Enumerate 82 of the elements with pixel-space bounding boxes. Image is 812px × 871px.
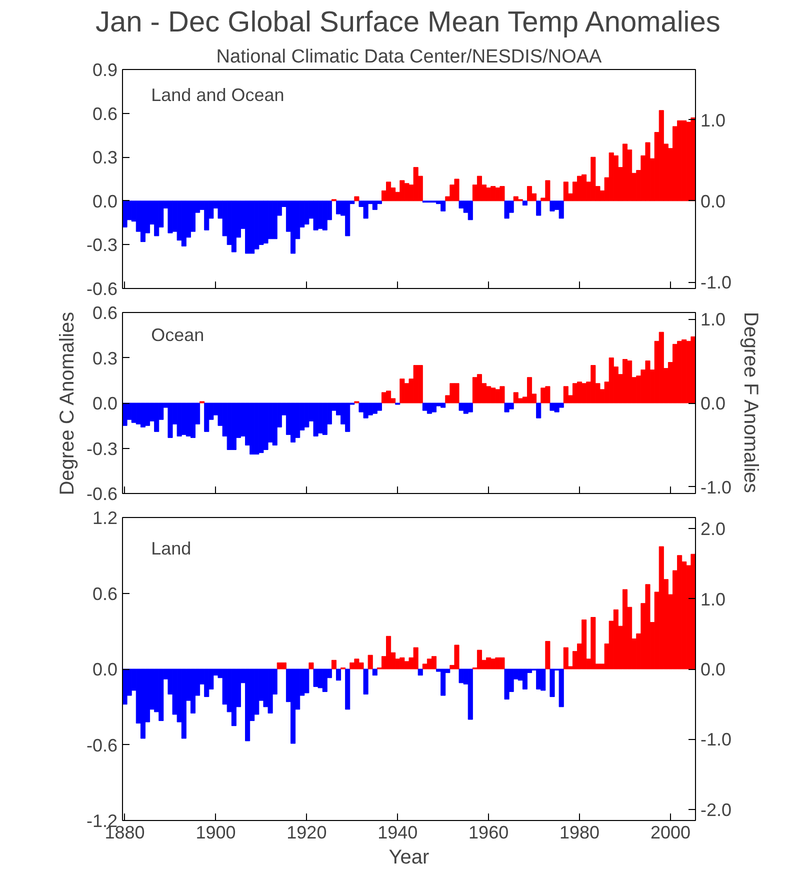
y-tick-label: 0.6 — [92, 303, 118, 323]
bar — [345, 668, 350, 710]
bar — [526, 377, 532, 404]
bar — [613, 609, 618, 670]
y2-axis-title: Degree F Anomalies — [740, 312, 762, 494]
annotation: Land and Ocean — [151, 84, 284, 105]
bar — [190, 668, 196, 714]
bar — [563, 386, 568, 404]
y-tick-label: -0.6 — [86, 735, 118, 756]
bar — [622, 589, 628, 670]
y-axis-title: Degree C Anomalies — [56, 312, 78, 496]
y-tick-label: 0.3 — [92, 148, 118, 168]
x-tick-label: 1940 — [378, 822, 418, 842]
bar — [550, 200, 555, 212]
bar — [563, 647, 568, 670]
chart-title: Jan - Dec Global Surface Mean Temp Anomalies — [95, 6, 720, 38]
bar — [431, 402, 437, 412]
y2-tick-label: 1.0 — [700, 589, 726, 610]
y2-tick-label: 1.0 — [700, 110, 726, 130]
chart-subtitle: National Climatic Data Center/NESDIS/NOAA — [216, 46, 602, 68]
bar — [354, 196, 360, 202]
x-tick-label: 1960 — [468, 822, 509, 842]
bar — [563, 182, 568, 202]
annotation: Land — [151, 538, 192, 559]
bar — [536, 402, 542, 418]
y-tick-label: 0.9 — [92, 60, 118, 80]
y-tick-label: 0.3 — [92, 348, 118, 368]
bar — [536, 200, 542, 216]
y2-tick-label: -1.0 — [700, 730, 732, 750]
bar — [476, 650, 482, 670]
bar — [622, 359, 628, 404]
y2-tick-label: 0.0 — [700, 660, 726, 680]
bar — [372, 668, 378, 676]
bar — [363, 668, 368, 694]
bar — [368, 654, 373, 670]
y2-tick-label: 2.0 — [700, 519, 726, 540]
bar — [313, 668, 318, 687]
y-tick-label: -0.6 — [86, 279, 118, 299]
y2-tick-label: -1.0 — [700, 272, 732, 293]
y-tick-label: 0.0 — [92, 394, 118, 414]
x-tick-label: 2000 — [650, 822, 691, 842]
bar — [526, 186, 532, 202]
x-tick-label: 1980 — [560, 822, 600, 842]
bar — [418, 668, 423, 676]
y2-tick-label: 1.0 — [700, 310, 726, 330]
y-tick-label: 0.0 — [92, 660, 118, 680]
y-tick-label: 0.6 — [92, 104, 118, 124]
bar — [572, 383, 578, 404]
y-tick-label: -0.3 — [86, 438, 118, 459]
y-tick-label: 0.6 — [92, 584, 118, 604]
bar — [550, 668, 555, 698]
x-tick-label: 1900 — [196, 822, 236, 842]
x-tick-label: 1920 — [286, 822, 327, 842]
annotation: Ocean — [151, 325, 204, 346]
y2-tick-label: 0.0 — [700, 191, 726, 212]
bar — [458, 668, 464, 684]
bar — [431, 656, 437, 670]
bar — [308, 662, 314, 670]
bar — [513, 392, 518, 404]
y-tick-label: -0.6 — [86, 484, 118, 504]
bar — [622, 144, 628, 202]
y2-tick-label: 0.0 — [700, 394, 726, 414]
bar — [476, 176, 482, 202]
x-axis-title: Year — [388, 846, 430, 868]
y2-tick-label: -2.0 — [700, 800, 732, 820]
y-tick-label: 1.2 — [92, 508, 118, 528]
bar — [613, 155, 618, 202]
bar — [545, 640, 550, 670]
bar — [522, 200, 528, 206]
bar — [476, 374, 482, 404]
bar — [331, 660, 336, 670]
bar — [336, 668, 342, 681]
bar — [144, 402, 150, 426]
y-tick-label: -0.3 — [86, 235, 118, 256]
bar — [381, 392, 387, 404]
y2-tick-label: -1.0 — [700, 477, 732, 498]
bar — [376, 402, 382, 411]
bar — [336, 200, 342, 214]
bar — [190, 402, 196, 438]
bar — [400, 378, 405, 404]
bar — [281, 662, 286, 670]
y-tick-label: 0.0 — [92, 191, 118, 212]
